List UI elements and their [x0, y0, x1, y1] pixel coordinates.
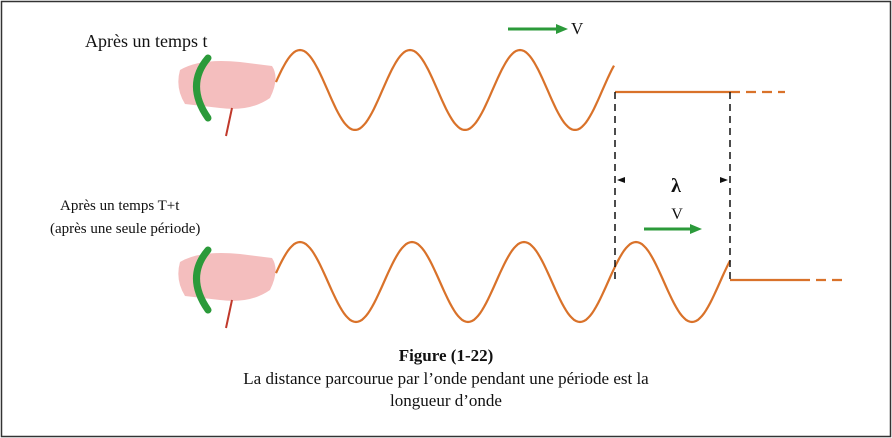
- bottom-note: (après une seule période): [50, 221, 200, 237]
- hand-bottom: [178, 246, 276, 329]
- caption-title: Figure (1-22): [399, 346, 494, 365]
- top-state-label: Après un temps t: [85, 31, 207, 51]
- wavelength-label: λ: [671, 175, 681, 197]
- caption-line: La distance parcourue par l’onde pendant…: [243, 369, 649, 388]
- caption-line: longueur d’onde: [390, 391, 502, 410]
- velocity-arrow-bottom: [644, 224, 702, 234]
- top-velocity-label: V: [571, 19, 584, 38]
- bottom-velocity-label: V: [671, 206, 683, 223]
- wave-top: [274, 48, 615, 131]
- hand-top: [178, 54, 276, 137]
- velocity-arrow-top: [508, 24, 568, 34]
- bottom-state-label: Après un temps T+t: [60, 198, 180, 214]
- wave-bottom: [275, 240, 731, 324]
